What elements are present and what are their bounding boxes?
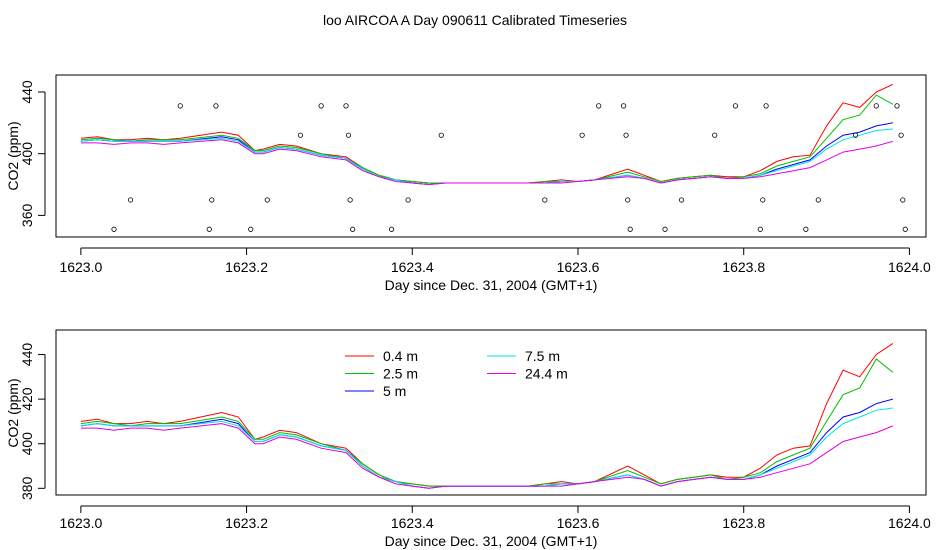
x-tick-label: 1624.0 [888,515,931,531]
data-point [388,226,395,232]
legend: 0.4 m 2.5 m5 m 7.5 m 24.4 m [345,348,568,399]
x-tick-label: 1623.0 [59,515,102,531]
data-point [206,226,212,232]
data-point [873,103,879,109]
top-x-axis-title: Day since Dec. 31, 2004 (GMT+1) [385,277,598,293]
data-point [542,197,548,203]
bottom-x-axis: 1623.0 1623.2 1623.4 1623.6 1623.8 1624.0 [59,505,931,531]
x-tick-label: 1623.6 [557,259,600,275]
top-x-axis: 1623.0 1623.2 1623.4 1623.6 1623.8 1624.0 [59,247,931,275]
x-tick-label: 1623.4 [391,515,434,531]
top-y-axis-title: CO2 (ppm) [5,121,21,190]
data-point [852,132,859,138]
data-point [732,103,739,109]
data-point [678,197,685,203]
y-tick-label: 420 [19,387,35,411]
data-point [579,132,585,138]
top-y-axis: 360 400 440 [19,80,46,228]
data-point [760,197,766,203]
data-point [350,226,356,232]
y-tick-label: 360 [19,204,35,228]
x-tick-label: 1623.2 [225,515,268,531]
x-tick-label: 1624.0 [888,259,931,275]
data-point [620,103,627,109]
data-point [177,103,183,109]
top-plot-frame [55,74,927,238]
x-tick-label: 1623.2 [225,259,268,275]
data-point [345,132,352,138]
top-series-layer [80,83,894,186]
data-point [264,197,270,203]
top-panel: 1623.0 1623.2 1623.4 1623.6 1623.8 1624.0 360… [5,74,931,293]
y-tick-label: 380 [19,476,35,500]
data-point [297,132,304,138]
data-point [894,103,900,109]
top-points-layer [111,103,908,232]
data-point [815,197,821,203]
series-line-24-4-m [80,139,894,186]
y-tick-label: 440 [19,343,35,367]
y-tick-label: 440 [19,80,35,104]
data-point [596,103,602,109]
y-tick-label: 400 [19,142,35,166]
legend-label: 2.5 m [383,366,418,382]
data-point [343,103,349,109]
bottom-plot-frame [55,329,927,496]
legend-label: 7.5 m [525,348,560,364]
bottom-x-axis-title: Day since Dec. 31, 2004 (GMT+1) [385,533,598,549]
data-point [318,103,324,109]
x-tick-label: 1623.8 [722,515,765,531]
data-point [209,197,215,203]
data-point [712,132,718,138]
legend-label: 0.4 m [383,348,418,364]
series-line-24-4-m [80,423,894,489]
legend-label: 5 m [383,383,406,399]
x-tick-label: 1623.0 [59,259,102,275]
data-point [111,226,117,232]
data-point [900,197,906,203]
data-point [902,226,908,232]
data-point [405,197,411,203]
data-point [757,226,763,232]
legend-label: 24.4 m [525,366,568,382]
series-line-5-m [80,398,894,489]
data-point [627,226,633,232]
bottom-series-layer [80,342,894,489]
data-point [213,103,219,109]
bottom-y-axis: 380 400 420 440 [19,343,46,500]
data-point [803,226,809,232]
x-tick-label: 1623.4 [391,259,434,275]
data-point [763,103,769,109]
series-line-0-4-m [80,342,894,487]
bottom-panel: 1623.0 1623.2 1623.4 1623.6 1623.8 1624.0 380… [5,329,931,549]
data-point [623,132,629,138]
data-point [438,132,444,138]
bottom-y-axis-title: CO2 (ppm) [5,378,21,447]
data-point [127,197,134,203]
x-tick-label: 1623.8 [722,259,765,275]
x-tick-label: 1623.6 [557,515,600,531]
data-point [662,226,668,232]
data-point [248,226,254,232]
data-point [898,132,904,138]
data-point [347,197,353,203]
chart-title: loo AIRCOA A Day 090611 Calibrated Times… [323,12,627,28]
y-tick-label: 400 [19,432,35,456]
data-point [625,197,631,203]
